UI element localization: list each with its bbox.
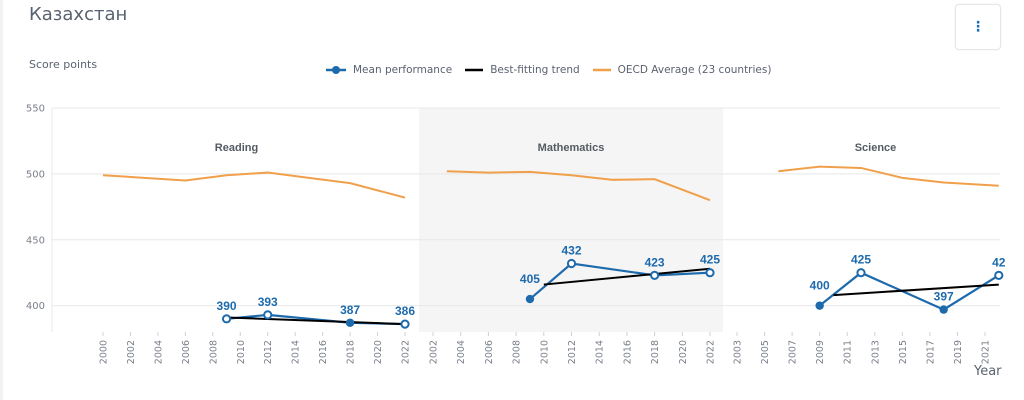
x-tick-label: 2012 — [567, 340, 578, 364]
x-tick-label: 2006 — [484, 340, 495, 364]
legend-item-oecd-average[interactable]: OECD Average (23 countries) — [592, 64, 772, 76]
data-label-science: 400 — [810, 279, 830, 293]
x-tick-label: 2021 — [981, 340, 992, 364]
legend-oecd-line-icon — [592, 68, 611, 72]
panel-title-reading: Reading — [215, 142, 258, 154]
x-tick-label: 2004 — [153, 340, 164, 364]
x-tick-label: 2010 — [539, 340, 550, 364]
x-tick-label: 2016 — [622, 340, 633, 364]
data-label-science: 397 — [934, 290, 954, 304]
x-tick-label: 2020 — [373, 340, 384, 364]
panel-shade-mathematics — [419, 108, 723, 332]
best-fitting-trend-line-science — [833, 283, 999, 297]
data-label-mathematics: 423 — [645, 255, 665, 269]
panel-title-science: Science — [855, 142, 897, 154]
x-tick-label: 2000 — [99, 340, 110, 364]
x-tick-label: 2019 — [953, 340, 964, 364]
data-point-reading[interactable] — [400, 319, 410, 329]
data-label-mathematics: 425 — [700, 253, 720, 267]
panel-title-mathematics: Mathematics — [538, 142, 605, 154]
x-tick-label: 2004 — [456, 340, 467, 364]
x-tick-label: 2018 — [346, 340, 357, 364]
y-tick-label: 550 — [26, 104, 45, 115]
chart-menu-button[interactable]: ⋮ — [955, 4, 1001, 50]
data-point-science[interactable] — [939, 305, 948, 314]
oecd-average-line-reading — [102, 171, 406, 199]
best-fitting-trend-line-mathematics — [543, 267, 711, 286]
legend-label: OECD Average (23 countries) — [617, 64, 772, 76]
y-tick-label: 500 — [26, 169, 45, 180]
legend-trend-line-icon — [465, 68, 484, 72]
oecd-average-line-mathematics — [446, 170, 711, 202]
x-tick-label: 2013 — [870, 340, 881, 364]
x-tick-label: 2008 — [208, 340, 219, 364]
x-tick-label: 2005 — [760, 340, 771, 364]
x-tick-label: 2002 — [126, 340, 137, 364]
page-title: Казахстан — [29, 4, 128, 25]
x-tick-label: 2017 — [925, 340, 936, 364]
data-point-science[interactable] — [815, 301, 824, 310]
data-point-mathematics[interactable] — [525, 294, 535, 304]
data-label-science: 425 — [851, 253, 871, 267]
x-tick-label: 2008 — [512, 340, 523, 364]
data-label-mathematics: 432 — [561, 243, 581, 257]
data-point-science[interactable] — [856, 268, 866, 278]
x-tick-label: 2002 — [429, 340, 440, 364]
data-point-mathematics[interactable] — [650, 270, 660, 280]
x-tick-label: 2014 — [291, 340, 302, 364]
data-point-mathematics[interactable] — [566, 258, 577, 269]
x-tick-label: 2020 — [678, 340, 689, 364]
data-point-mathematics[interactable] — [705, 268, 715, 278]
oecd-average-line-science — [778, 165, 999, 187]
x-axis-title: Year — [974, 364, 1002, 379]
data-label-reading: 393 — [258, 295, 278, 309]
best-fitting-trend-line-reading — [226, 316, 406, 326]
data-label-reading: 386 — [395, 304, 415, 318]
chart-legend: Mean performance Best-fitting trend OECD… — [325, 64, 771, 76]
x-tick-label: 2015 — [898, 340, 909, 364]
data-point-reading[interactable] — [263, 310, 273, 320]
legend-item-best-fitting-trend[interactable]: Best-fitting trend — [464, 64, 580, 76]
x-tick-label: 2022 — [706, 340, 717, 364]
x-tick-label: 2007 — [788, 340, 799, 364]
y-tick-label: 450 — [26, 235, 45, 246]
legend-mean-marker-icon — [326, 66, 346, 74]
legend-item-mean-performance[interactable]: Mean performance — [325, 64, 452, 76]
x-tick-label: 2006 — [181, 340, 192, 364]
data-label-science: 42 — [992, 255, 1006, 269]
mean-performance-line-mathematics — [529, 262, 711, 300]
x-tick-label: 2009 — [815, 340, 826, 364]
data-label-reading: 390 — [217, 299, 237, 313]
x-tick-label: 2003 — [733, 340, 744, 364]
y-axis-title: Score points — [29, 58, 98, 71]
x-tick-label: 2022 — [401, 340, 412, 364]
x-tick-label: 2014 — [595, 340, 606, 364]
x-tick-label: 2011 — [843, 340, 854, 364]
data-point-reading[interactable] — [345, 318, 355, 327]
x-tick-label: 2018 — [650, 340, 661, 364]
data-point-science[interactable] — [994, 270, 1004, 280]
y-tick-label: 400 — [26, 301, 45, 312]
legend-label: Best-fitting trend — [490, 64, 580, 76]
page-left-border — [0, 0, 3, 400]
vertical-ellipsis-icon: ⋮ — [971, 19, 985, 35]
x-tick-label: 2012 — [263, 340, 274, 364]
x-tick-label: 2010 — [236, 340, 247, 364]
x-tick-label: 2016 — [318, 340, 329, 364]
data-point-reading[interactable] — [221, 314, 232, 324]
legend-label: Mean performance — [353, 64, 453, 76]
data-label-mathematics: 405 — [520, 272, 540, 286]
data-label-reading: 387 — [340, 303, 360, 317]
